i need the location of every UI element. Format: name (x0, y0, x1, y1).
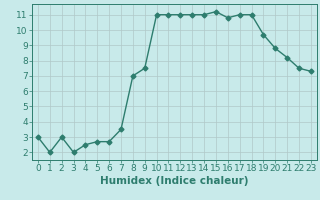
X-axis label: Humidex (Indice chaleur): Humidex (Indice chaleur) (100, 176, 249, 186)
